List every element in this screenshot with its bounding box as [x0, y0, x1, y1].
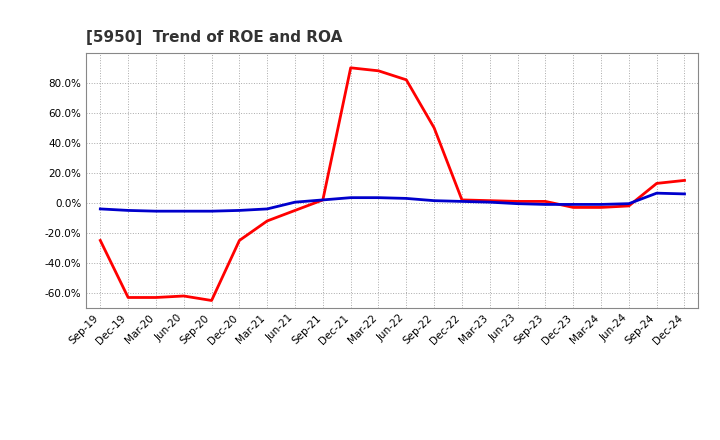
ROE	[291, 208, 300, 213]
ROA	[680, 191, 689, 197]
Text: [5950]  Trend of ROE and ROA: [5950] Trend of ROE and ROA	[86, 29, 343, 45]
ROA	[485, 199, 494, 205]
ROE	[346, 65, 355, 70]
ROA	[152, 209, 161, 214]
ROE	[152, 295, 161, 300]
ROE	[569, 205, 577, 210]
ROE	[96, 238, 104, 243]
ROA	[597, 202, 606, 207]
ROE	[485, 198, 494, 203]
ROA	[96, 206, 104, 212]
ROA	[235, 208, 243, 213]
ROA	[291, 199, 300, 205]
ROE	[263, 218, 271, 224]
ROE	[207, 298, 216, 303]
ROA	[541, 202, 550, 207]
ROA	[318, 197, 327, 202]
ROA	[458, 199, 467, 204]
ROA	[624, 201, 633, 206]
ROA	[652, 191, 661, 196]
ROE	[652, 181, 661, 186]
ROA	[263, 206, 271, 212]
ROA	[374, 195, 383, 200]
ROE	[680, 178, 689, 183]
ROE	[402, 77, 410, 82]
ROE	[124, 295, 132, 300]
ROE	[430, 125, 438, 131]
ROE	[318, 197, 327, 202]
ROA	[346, 195, 355, 200]
ROE	[458, 197, 467, 202]
ROE	[541, 199, 550, 204]
Legend: ROE, ROA: ROE, ROA	[315, 436, 469, 440]
ROE	[235, 238, 243, 243]
ROE	[597, 205, 606, 210]
ROA	[402, 196, 410, 201]
ROE	[624, 203, 633, 209]
ROA	[569, 202, 577, 207]
ROE	[179, 293, 188, 299]
ROA	[513, 201, 522, 206]
ROA	[207, 209, 216, 214]
ROE	[374, 68, 383, 73]
ROA	[430, 198, 438, 203]
Line: ROE: ROE	[100, 68, 685, 301]
Line: ROA: ROA	[100, 193, 685, 211]
ROA	[179, 209, 188, 214]
ROE	[513, 199, 522, 204]
ROA	[124, 208, 132, 213]
